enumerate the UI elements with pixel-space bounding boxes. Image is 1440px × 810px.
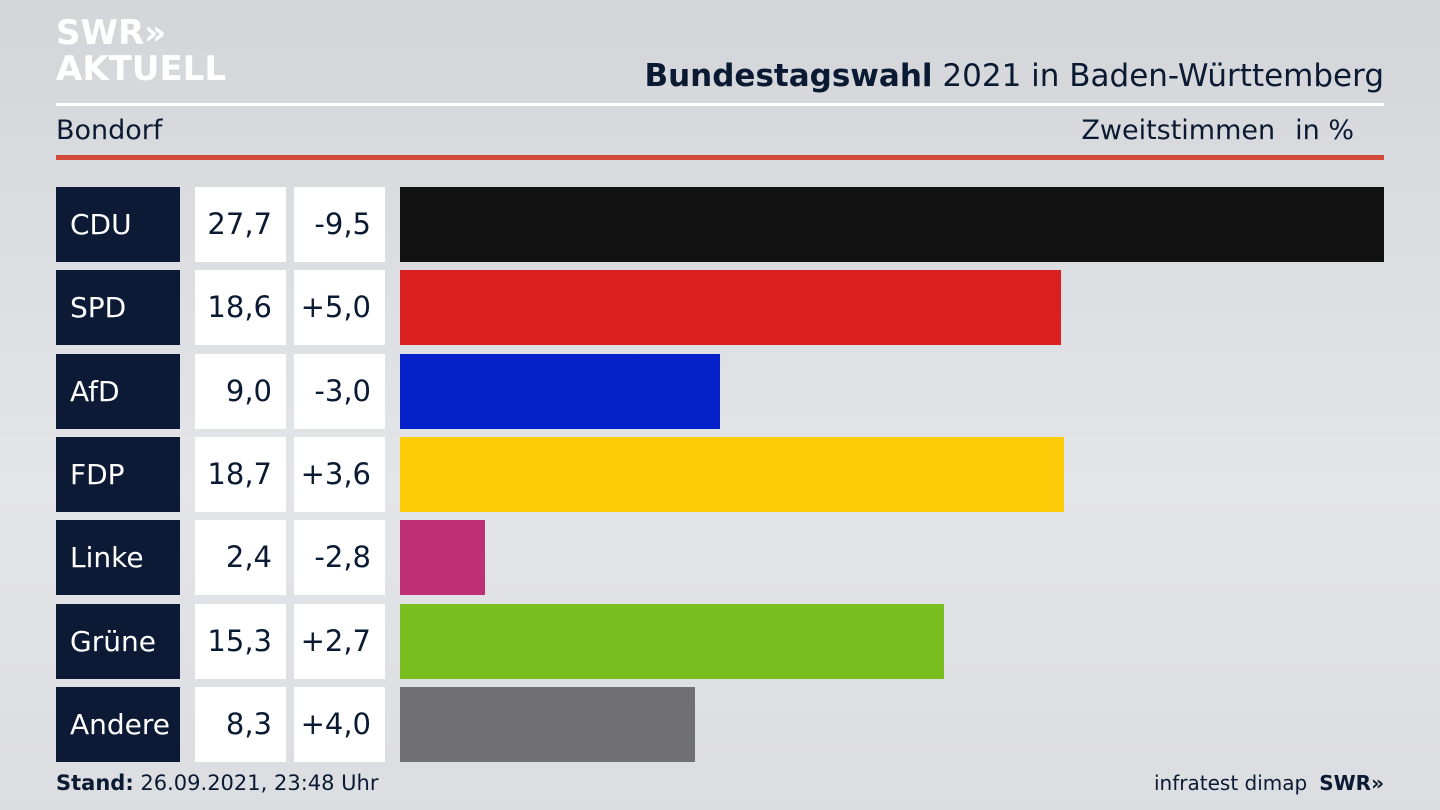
value-label: 8,3 xyxy=(195,686,286,762)
bar xyxy=(400,436,1065,512)
source: infratest dimap xyxy=(1154,771,1308,795)
bar xyxy=(400,603,944,679)
logo-line-1: SWR» xyxy=(56,13,167,53)
stand-label: Stand: xyxy=(56,771,134,795)
unit: in % xyxy=(1295,115,1354,146)
bar xyxy=(400,686,695,762)
diff-label: +2,7 xyxy=(294,603,385,679)
stand-value: 26.09.2021, 23:48 Uhr xyxy=(133,771,379,795)
diff-label: -9,5 xyxy=(294,187,385,262)
party-label: Linke xyxy=(56,520,180,596)
diff-label: -2,8 xyxy=(294,520,385,596)
party-label: Grüne xyxy=(56,603,180,679)
party-label: SPD xyxy=(56,270,180,346)
credits: infratest dimap SWR» xyxy=(1154,771,1384,795)
divider xyxy=(56,103,1384,106)
chart-title: Bundestagswahl 2021 in Baden-Württemberg xyxy=(644,58,1384,94)
unit-label: Zweitstimmen in % xyxy=(1081,115,1354,146)
accent-divider xyxy=(56,155,1384,160)
region-label: Bondorf xyxy=(56,115,163,146)
value-label: 9,0 xyxy=(195,353,286,429)
value-label: 2,4 xyxy=(195,520,286,596)
value-label: 15,3 xyxy=(195,603,286,679)
party-label: Andere xyxy=(56,686,180,762)
title-bold: Bundestagswahl xyxy=(644,58,933,94)
diff-label: +5,0 xyxy=(294,270,385,346)
diff-label: -3,0 xyxy=(294,353,385,429)
value-label: 18,6 xyxy=(195,270,286,346)
party-label: AfD xyxy=(56,353,180,429)
value-label: 27,7 xyxy=(195,187,286,262)
title-rest: 2021 in Baden-Württemberg xyxy=(932,58,1384,94)
bar xyxy=(400,520,486,596)
bar xyxy=(400,270,1061,346)
swr-brand: SWR» xyxy=(1319,771,1384,795)
bar xyxy=(400,187,1384,262)
party-label: CDU xyxy=(56,187,180,262)
timestamp: Stand: 26.09.2021, 23:48 Uhr xyxy=(56,771,379,795)
diff-label: +3,6 xyxy=(294,436,385,512)
diff-label: +4,0 xyxy=(294,686,385,762)
party-label: FDP xyxy=(56,436,180,512)
swr-aktuell-logo: SWR» AKTUELL xyxy=(56,16,226,88)
vote-type: Zweitstimmen xyxy=(1081,115,1276,146)
value-label: 18,7 xyxy=(195,436,286,512)
logo-line-2: AKTUELL xyxy=(56,49,227,89)
bar xyxy=(400,353,720,429)
